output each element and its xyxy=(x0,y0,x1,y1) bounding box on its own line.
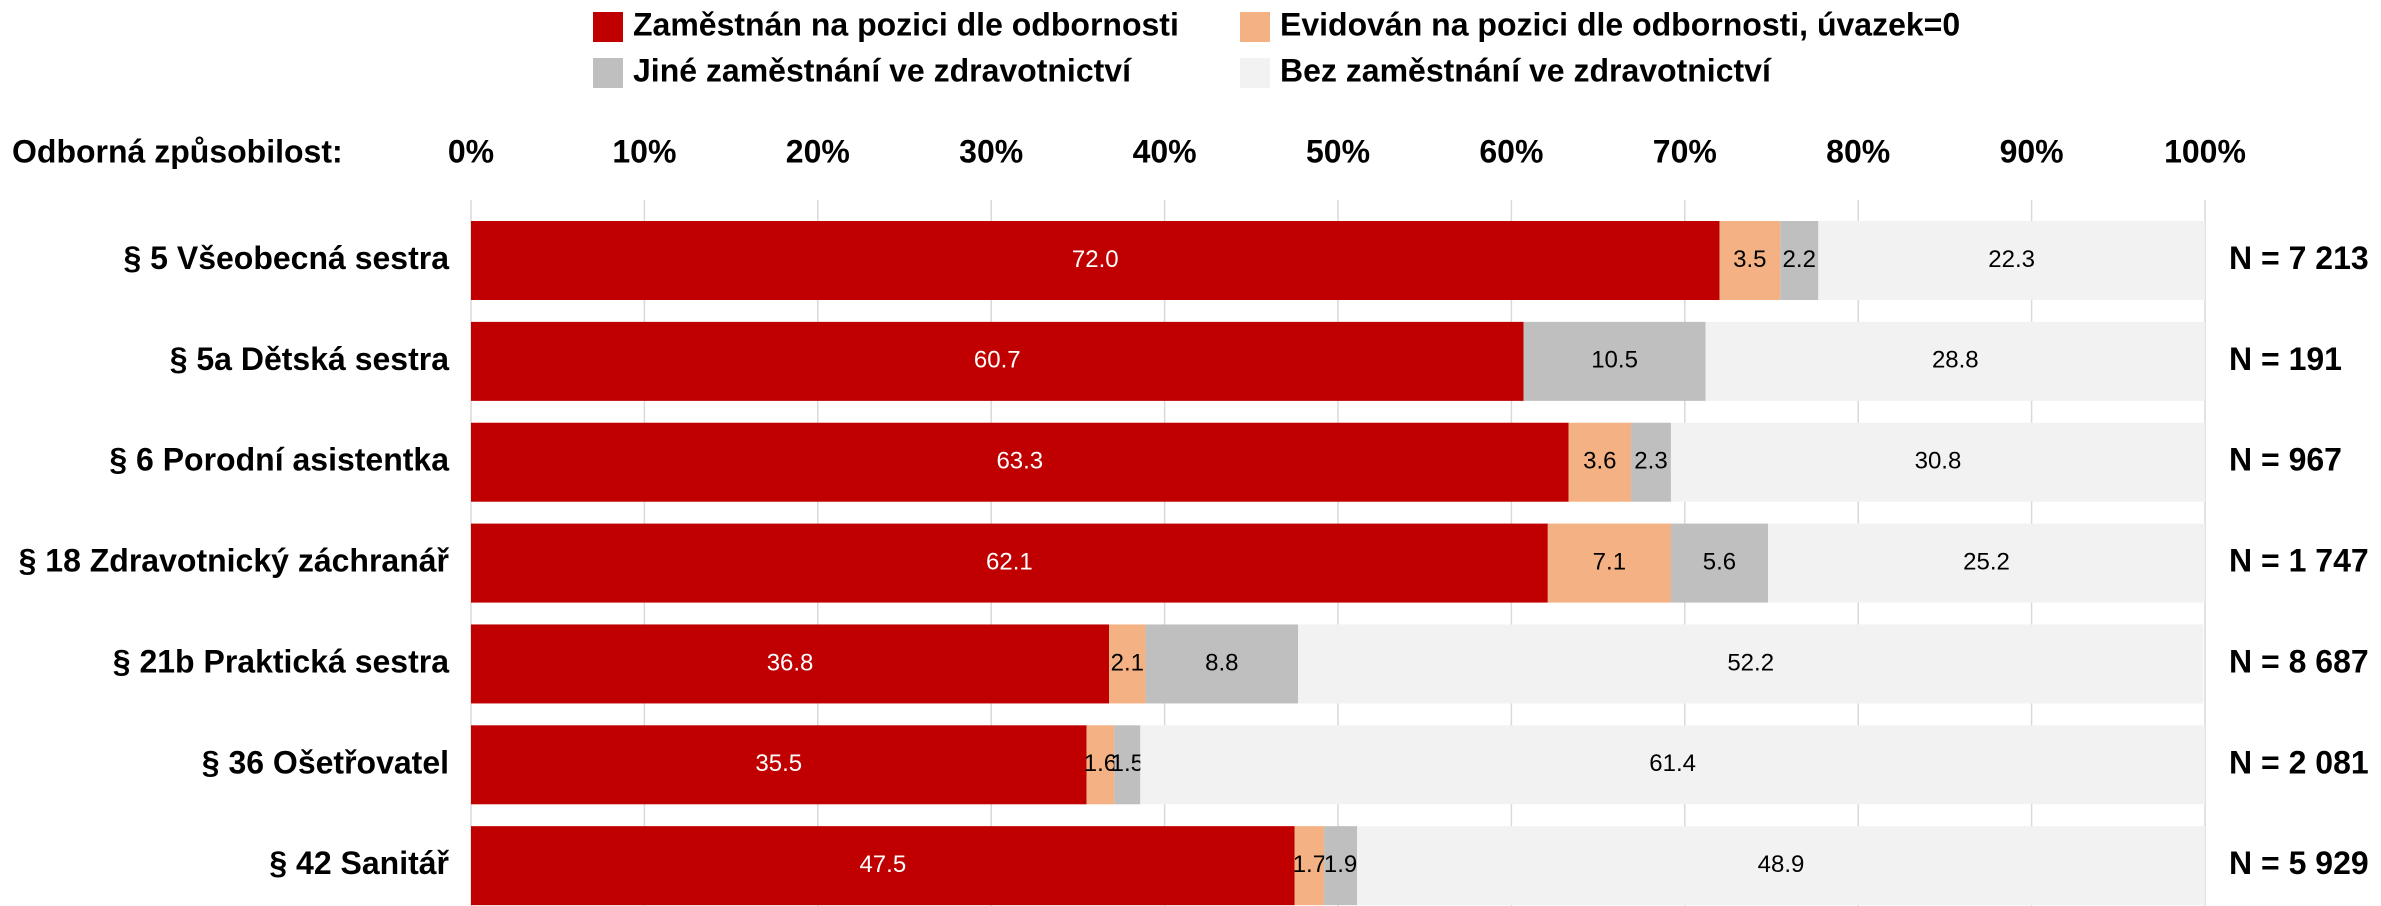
value-label: 3.6 xyxy=(1583,448,1616,475)
legend-label: Zaměstnán na pozici dle odbornosti xyxy=(633,6,1179,42)
value-label: 5.6 xyxy=(1703,548,1736,575)
n-label: N = 8 687 xyxy=(2229,643,2369,679)
bar-segment xyxy=(471,624,1110,704)
value-label: 61.4 xyxy=(1649,750,1696,777)
value-label: 2.3 xyxy=(1634,448,1667,475)
value-label: 72.0 xyxy=(1072,246,1119,273)
legend-swatch xyxy=(593,12,623,42)
value-label: 52.2 xyxy=(1727,649,1774,676)
bar-segment xyxy=(1294,826,1325,906)
bar-segment xyxy=(1818,221,2205,301)
bar-segment xyxy=(471,221,1720,301)
bar-segment xyxy=(1705,321,2205,401)
bar-segment xyxy=(1109,624,1146,704)
x-tick-label: 70% xyxy=(1653,133,1717,169)
category-label: § 5a Dětská sestra xyxy=(170,341,450,377)
value-label: 7.1 xyxy=(1593,548,1626,575)
value-label: 1.9 xyxy=(1324,851,1357,878)
value-label: 48.9 xyxy=(1758,851,1805,878)
bar-segment xyxy=(1298,624,2204,704)
bar-segment xyxy=(1324,826,1358,906)
value-label: 60.7 xyxy=(974,347,1021,374)
legend-swatch xyxy=(593,58,623,88)
legend-swatch xyxy=(1240,12,1270,42)
bar-segment xyxy=(1670,422,2205,502)
bar-segment xyxy=(471,321,1524,401)
value-label: 2.1 xyxy=(1111,649,1144,676)
bar-segment xyxy=(471,422,1569,502)
n-label: N = 5 929 xyxy=(2229,845,2369,881)
x-tick-label: 0% xyxy=(448,133,494,169)
value-label: 1.5 xyxy=(1111,750,1144,777)
bar-segment xyxy=(1768,523,2205,603)
x-tick-label: 30% xyxy=(959,133,1023,169)
bar-segment xyxy=(1140,725,2205,805)
category-label: § 6 Porodní asistentka xyxy=(109,442,449,478)
bar-segment xyxy=(1145,624,1299,704)
category-label: § 42 Sanitář xyxy=(269,845,449,881)
n-label: N = 7 213 xyxy=(2229,240,2369,276)
value-label: 3.5 xyxy=(1733,246,1766,273)
bar-segment xyxy=(1523,321,1706,401)
n-label: N = 2 081 xyxy=(2229,744,2369,780)
bar-segment xyxy=(1086,725,1115,805)
bar-segment xyxy=(471,523,1548,603)
x-tick-label: 60% xyxy=(1479,133,1543,169)
bar-segment xyxy=(1670,523,1769,603)
value-label: 1.6 xyxy=(1084,750,1117,777)
x-tick-label: 20% xyxy=(786,133,850,169)
axis-label: Odborná způsobilost: xyxy=(12,133,343,169)
bar-segment xyxy=(1719,221,1781,301)
bar-segment xyxy=(1568,422,1632,502)
value-label: 28.8 xyxy=(1932,347,1979,374)
n-label: N = 967 xyxy=(2229,442,2342,478)
value-label: 25.2 xyxy=(1963,548,2010,575)
x-tick-label: 10% xyxy=(612,133,676,169)
bar-segment xyxy=(1547,523,1671,603)
category-label: § 36 Ošetřovatel xyxy=(202,744,449,780)
value-label: 62.1 xyxy=(986,548,1033,575)
category-label: § 18 Zdravotnický záchranář xyxy=(19,543,450,579)
legend-swatch xyxy=(1240,58,1270,88)
n-label: N = 191 xyxy=(2229,341,2342,377)
value-label: 22.3 xyxy=(1988,246,2035,273)
value-label: 36.8 xyxy=(767,649,814,676)
bar-segment xyxy=(471,725,1087,805)
value-label: 63.3 xyxy=(996,448,1043,475)
legend-label: Bez zaměstnání ve zdravotnictví xyxy=(1280,52,1772,88)
category-label: § 21b Praktická sestra xyxy=(113,643,449,679)
category-label: § 5 Všeobecná sestra xyxy=(123,240,449,276)
x-tick-label: 100% xyxy=(2164,133,2246,169)
n-label: N = 1 747 xyxy=(2229,543,2369,579)
value-label: 30.8 xyxy=(1915,448,1962,475)
bar-segment xyxy=(1780,221,1819,301)
value-label: 8.8 xyxy=(1205,649,1238,676)
bar-segment xyxy=(1357,826,2205,906)
value-label: 35.5 xyxy=(755,750,802,777)
value-label: 2.2 xyxy=(1783,246,1816,273)
x-tick-label: 50% xyxy=(1306,133,1370,169)
x-tick-label: 80% xyxy=(1826,133,1890,169)
legend-label: Jiné zaměstnání ve zdravotnictví xyxy=(633,52,1132,88)
value-label: 47.5 xyxy=(859,851,906,878)
x-tick-label: 40% xyxy=(1133,133,1197,169)
bar-segment xyxy=(1631,422,1671,502)
value-label: 1.7 xyxy=(1293,851,1326,878)
bar-segment xyxy=(471,826,1295,906)
bar-segment xyxy=(1114,725,1141,805)
legend-label: Evidován na pozici dle odbornosti, úvaze… xyxy=(1280,6,1960,42)
value-label: 10.5 xyxy=(1591,347,1638,374)
x-tick-label: 90% xyxy=(2000,133,2064,169)
